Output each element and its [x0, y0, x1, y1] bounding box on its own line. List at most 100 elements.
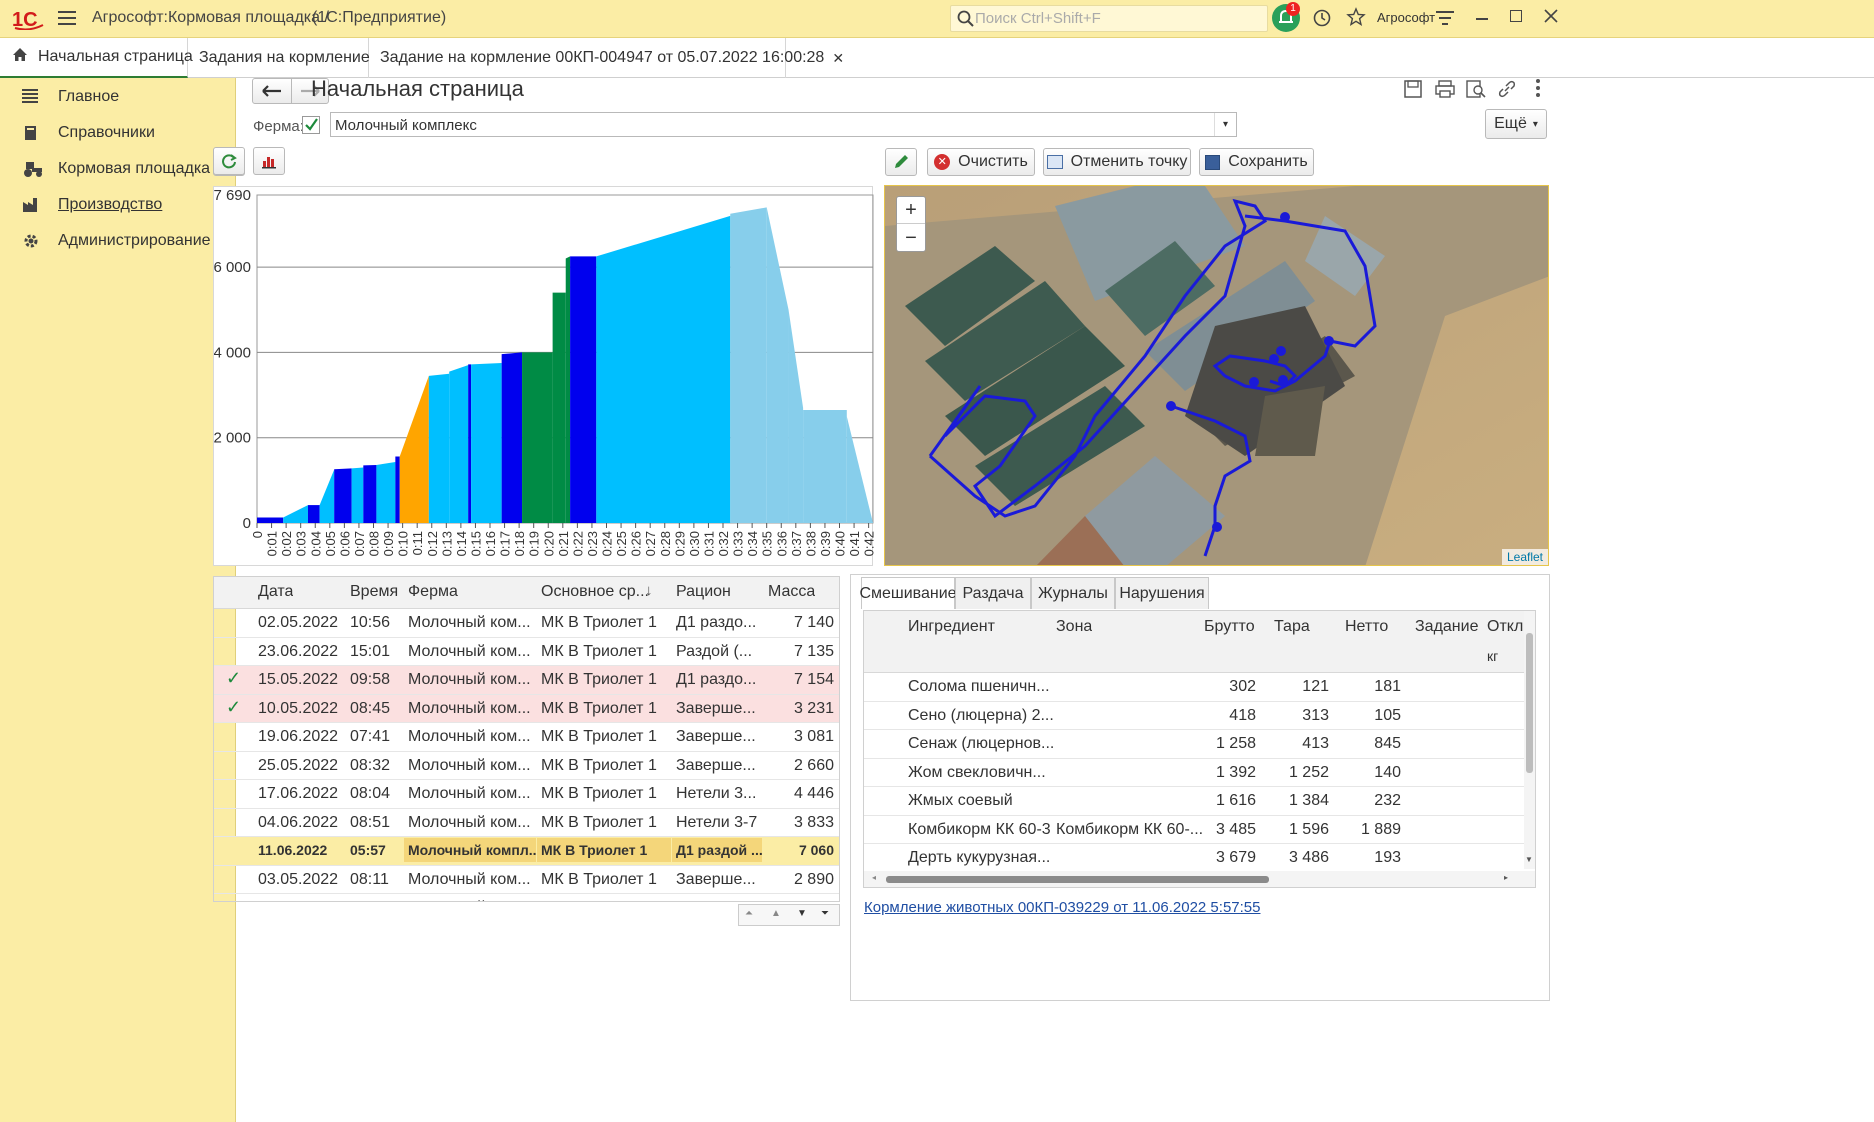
- forward-button[interactable]: [291, 78, 329, 104]
- scroll-thumb[interactable]: [1526, 633, 1533, 773]
- search-icon: [957, 10, 975, 32]
- zoom-out-button[interactable]: −: [905, 227, 917, 249]
- scroll-left-icon[interactable]: ◂: [872, 873, 877, 882]
- clear-button[interactable]: ✕ Очистить: [927, 148, 1035, 176]
- column-header[interactable]: Тара: [1274, 618, 1310, 635]
- search-box[interactable]: Поиск Ctrl+Shift+F: [950, 5, 1268, 32]
- column-header[interactable]: Зона: [1056, 618, 1093, 635]
- mixing-row[interactable]: Сено (люцерна) 2... 418 313 105: [864, 702, 1524, 730]
- minimize-icon[interactable]: [1476, 18, 1488, 20]
- bar-chart-icon: [262, 157, 276, 169]
- user-name[interactable]: Агрософт: [1377, 10, 1436, 25]
- scroll-bottom-icon[interactable]: ⏷: [821, 908, 829, 919]
- table-row[interactable]: ✓ 15.05.2022 09:58 Молочный ком... МК В Трио…: [214, 666, 839, 695]
- save-button[interactable]: Сохранить: [1199, 148, 1314, 176]
- scroll-up-icon[interactable]: ▲: [771, 908, 781, 919]
- sidebar-item-production[interactable]: Производство: [0, 186, 236, 224]
- table-row[interactable]: 17.06.2022 08:04 Молочный ком... МК В Триол…: [214, 780, 839, 809]
- feeding-document-link[interactable]: Кормление животных 00КП-039229 от 11.06.…: [864, 899, 1261, 916]
- favorites-star-icon[interactable]: [1346, 7, 1366, 31]
- mixing-row[interactable]: Жмых соевый 1 616 1 384 232: [864, 787, 1524, 816]
- farm-select[interactable]: Молочный комплекс ▾: [330, 112, 1237, 137]
- scroll-down-icon[interactable]: ▼: [1525, 855, 1533, 864]
- vertical-scrollbar[interactable]: ▼: [1524, 611, 1535, 869]
- column-header[interactable]: Время: [350, 583, 399, 600]
- table-row[interactable]: 19.06.2022 07:41 Молочный ком... МК В Триол…: [214, 723, 839, 752]
- link-icon[interactable]: [1498, 80, 1516, 102]
- table-row[interactable]: 03.05.2022 08:11 Молочный ком... МК В Триол…: [214, 866, 839, 894]
- column-header[interactable]: Задание: [1415, 618, 1479, 635]
- chart-bar-segment: [788, 309, 804, 523]
- tab-distribution[interactable]: Раздача: [955, 577, 1031, 609]
- more-vertical-icon[interactable]: [1535, 78, 1541, 102]
- chart-bar-segment: [334, 468, 352, 523]
- mixing-row[interactable]: Солома пшеничн... 302 121 181: [864, 673, 1524, 702]
- scroll-top-icon[interactable]: ⏶: [745, 908, 753, 919]
- 1c-logo[interactable]: 1С: [12, 8, 46, 31]
- close-tab-icon[interactable]: ✕: [832, 49, 845, 66]
- table-row[interactable]: 02.05.2022 10:56 Молочный ком... МК В Триол…: [214, 609, 839, 638]
- horizontal-scrollbar[interactable]: ◂ ▸: [864, 871, 1535, 887]
- chart-bar-segment: [471, 363, 502, 523]
- more-button[interactable]: Ещё ▾: [1485, 109, 1547, 139]
- column-header[interactable]: Дата: [258, 583, 294, 600]
- ration-cell: Д1 раздой ...: [672, 838, 762, 862]
- scroll-thumb[interactable]: [886, 876, 1269, 883]
- column-header[interactable]: Рацион: [676, 583, 731, 600]
- sidebar-item-administration[interactable]: Администрирование: [0, 222, 236, 260]
- tab-journals[interactable]: Журналы: [1031, 577, 1115, 609]
- map[interactable]: + − Leaflet: [884, 185, 1549, 566]
- scroll-right-icon[interactable]: ▸: [1504, 873, 1509, 882]
- sidebar-item-main[interactable]: Главное: [0, 78, 236, 116]
- table-row[interactable]: 11.05.2022 10:00 Молочный ком... МК В Триол…: [214, 894, 839, 901]
- x-tick-label: 0:34: [745, 531, 760, 556]
- table-row[interactable]: 11.06.2022 05:57 Молочный компл... МК В Три…: [214, 837, 839, 866]
- chart-bar-segment: [428, 373, 450, 523]
- settings-menu-icon[interactable]: [1436, 10, 1454, 30]
- edit-pencil-button[interactable]: [885, 148, 917, 176]
- mixing-row[interactable]: Комбикорм КК 60-3 Комбикорм КК 60-... 3 48…: [864, 816, 1524, 844]
- tab-home[interactable]: Начальная страница: [0, 38, 193, 78]
- table-row[interactable]: 04.06.2022 08:51 Молочный ком... МК В Триол…: [214, 809, 839, 837]
- column-header[interactable]: Ферма: [408, 583, 458, 600]
- close-window-icon[interactable]: [1543, 8, 1559, 28]
- maximize-icon[interactable]: [1510, 10, 1522, 22]
- tractor-icon: [22, 160, 42, 178]
- column-header[interactable]: Откло: [1487, 618, 1524, 635]
- preview-icon[interactable]: [1466, 80, 1486, 102]
- tab-mixing[interactable]: Смешивание: [859, 577, 957, 609]
- sidebar-item-feed-yard[interactable]: Кормовая площадка: [0, 150, 236, 188]
- save-disk-icon[interactable]: [1404, 80, 1422, 102]
- mixing-row[interactable]: Жом свекловичн... 1 392 1 252 140: [864, 759, 1524, 787]
- column-header[interactable]: Нетто: [1345, 618, 1389, 635]
- zoom-in-button[interactable]: +: [897, 197, 925, 224]
- farm-checkbox[interactable]: [302, 116, 320, 134]
- mixing-row[interactable]: Дерть кукурузная... 3 679 3 486 193: [864, 844, 1524, 873]
- column-header[interactable]: Брутто: [1204, 618, 1255, 635]
- chart-bar-segment: [468, 364, 472, 523]
- main-menu-icon[interactable]: [58, 10, 76, 26]
- scroll-down-icon[interactable]: ▼: [797, 908, 807, 919]
- tab-feeding-task-document[interactable]: Задание на кормление 00КП-004947 от 05.0…: [370, 38, 844, 78]
- ingredient-cell: Дерть кукурузная...: [908, 849, 1051, 866]
- mixing-row[interactable]: Сенаж (люцернов... 1 258 413 845: [864, 730, 1524, 759]
- sidebar-item-references[interactable]: Справочники: [0, 114, 236, 152]
- back-button[interactable]: [252, 78, 292, 104]
- farm-cell: Молочный ком...: [408, 699, 531, 717]
- undo-point-button[interactable]: Отменить точку: [1043, 148, 1191, 176]
- column-header[interactable]: Основное ср...: [541, 583, 649, 600]
- dropdown-arrow-icon[interactable]: ▾: [1214, 113, 1236, 136]
- table-row[interactable]: 23.06.2022 15:01 Молочный ком... МК В Триол…: [214, 638, 839, 666]
- save-floppy-icon: [1205, 154, 1221, 170]
- print-icon[interactable]: [1435, 80, 1455, 102]
- column-header[interactable]: Масса: [768, 583, 816, 600]
- chart-settings-button[interactable]: [253, 147, 285, 175]
- history-icon[interactable]: [1312, 8, 1332, 32]
- table-row[interactable]: ✓ 10.05.2022 08:45 Молочный ком... МК В Трио…: [214, 694, 839, 723]
- map-attribution[interactable]: Leaflet: [1501, 549, 1548, 565]
- column-header[interactable]: Ингредиент: [908, 618, 995, 635]
- tab-feeding-tasks[interactable]: Задания на кормление: [189, 38, 370, 78]
- refresh-chart-button[interactable]: [213, 147, 245, 175]
- table-row[interactable]: 25.05.2022 08:32 Молочный ком... МК В Триол…: [214, 752, 839, 780]
- tab-violations[interactable]: Нарушения: [1115, 577, 1209, 609]
